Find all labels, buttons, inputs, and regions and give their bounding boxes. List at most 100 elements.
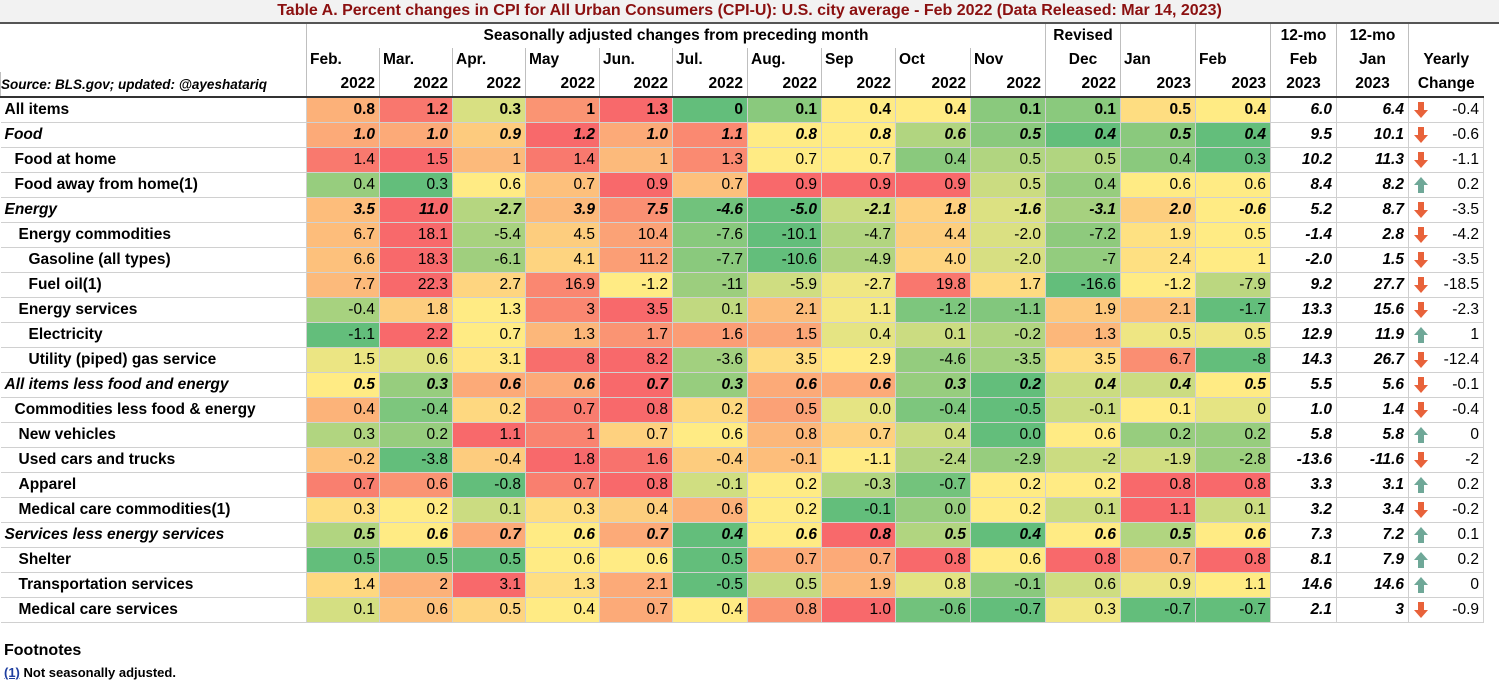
yearly-change-value: 0 [1470, 426, 1479, 443]
monthly-cell: 0.9 [895, 172, 971, 198]
monthly-cell: 0.2 [379, 422, 453, 448]
monthly-cell: 1.9 [1045, 297, 1121, 323]
monthly-cell: 0.4 [821, 96, 896, 123]
table-row: All items 0.8 1.2 0.3 1 1.3 0 0.1 0.4 0.4 0.1 0.1 0.… [0, 96, 1484, 123]
monthly-cell: -0.4 [672, 447, 748, 473]
monthly-cell: 0.2 [970, 497, 1046, 523]
group-header: Seasonally adjusted changes from precedi… [306, 24, 1046, 48]
monthly-cell: 0.5 [306, 547, 380, 573]
monthly-cell: 0.3 [379, 372, 453, 398]
monthly-cell: -1.2 [599, 272, 673, 298]
yearly-change-value: -0.4 [1452, 401, 1479, 418]
monthly-cell: 11.2 [599, 247, 673, 273]
monthly-cell: 1.6 [672, 322, 748, 348]
mo12-jan-cell: 5.8 [1336, 422, 1409, 448]
row-label: Energy commodities [0, 222, 307, 248]
monthly-cell: 1.3 [672, 147, 748, 173]
monthly-cell: 0.2 [970, 372, 1046, 398]
monthly-cell: 2.1 [1120, 297, 1196, 323]
yearly-change-cell: -4.2 [1408, 222, 1484, 248]
monthly-cell: -0.4 [452, 447, 526, 473]
year-header: 2022 [672, 72, 748, 97]
monthly-cell: 0.4 [1195, 96, 1271, 123]
monthly-cell: 0.1 [452, 497, 526, 523]
monthly-cell: -0.6 [895, 597, 971, 623]
monthly-cell: 0.6 [379, 472, 453, 498]
monthly-cell: 0.5 [306, 522, 380, 548]
monthly-cell: 0.4 [1045, 372, 1121, 398]
monthly-cell: 7.5 [599, 197, 673, 223]
monthly-cell: 0.5 [672, 547, 748, 573]
monthly-cell: 0.2 [747, 472, 822, 498]
monthly-cell: 1.9 [821, 572, 896, 598]
mo12-jan-cell: 27.7 [1336, 272, 1409, 298]
monthly-cell: 0.6 [379, 522, 453, 548]
monthly-cell: 0.5 [1045, 147, 1121, 173]
monthly-cell: 3.5 [747, 347, 822, 373]
monthly-cell: 1.3 [452, 297, 526, 323]
row-label: Energy services [0, 297, 307, 323]
monthly-cell: -4.9 [821, 247, 896, 273]
arrow-up-icon [1414, 552, 1428, 568]
monthly-cell: 16.9 [525, 272, 600, 298]
monthly-cell: 0.1 [306, 597, 380, 623]
yearly-change-value: -12.4 [1443, 351, 1479, 368]
row-label: Medical care services [0, 597, 307, 623]
monthly-cell: -1.2 [895, 297, 971, 323]
row-label: Energy [0, 197, 307, 223]
monthly-cell: -0.1 [821, 497, 896, 523]
monthly-cell: -2.0 [970, 222, 1046, 248]
monthly-cell: 0.3 [1045, 597, 1121, 623]
monthly-cell: 4.5 [525, 222, 600, 248]
monthly-cell: -16.6 [1045, 272, 1121, 298]
monthly-cell: 1.3 [599, 96, 673, 123]
mo12-jan-cell: 3 [1336, 597, 1409, 623]
monthly-cell: 0.1 [895, 322, 971, 348]
header-row-1: Seasonally adjusted changes from precedi… [0, 24, 1484, 48]
monthly-cell: 1.1 [452, 422, 526, 448]
monthly-cell: 0.4 [672, 522, 748, 548]
monthly-cell: 18.1 [379, 222, 453, 248]
monthly-cell: 1.3 [525, 572, 600, 598]
mo12-jan-cell: 5.6 [1336, 372, 1409, 398]
monthly-cell: 0.0 [821, 397, 896, 423]
monthly-cell: 0.8 [747, 597, 822, 623]
yearly-change-cell: 0 [1408, 422, 1484, 448]
monthly-cell: 0.0 [895, 497, 971, 523]
monthly-cell: 0.6 [525, 547, 600, 573]
header-row-2: Feb. Mar. Apr. May Jun. Jul. Aug. Sep Oct Nov Dec J… [0, 48, 1484, 72]
monthly-cell: 2.0 [1120, 197, 1196, 223]
monthly-cell: 0.5 [970, 172, 1046, 198]
row-label: Used cars and trucks [0, 447, 307, 473]
revised-month-header: Dec [1045, 48, 1121, 72]
yearly-change-cell: -0.6 [1408, 122, 1484, 148]
mo12-feb-label: 12-mo [1270, 24, 1337, 48]
monthly-cell: 0.7 [452, 322, 526, 348]
monthly-cell: -0.1 [970, 572, 1046, 598]
mo12-jan-cell: 3.1 [1336, 472, 1409, 498]
year-header: 2022 [525, 72, 600, 97]
footnote-ref-link[interactable]: (1) [4, 665, 20, 680]
monthly-cell: 0.6 [379, 597, 453, 623]
month-header: Nov [970, 48, 1046, 72]
mo12-feb-cell: 3.3 [1270, 472, 1337, 498]
monthly-cell: 0.4 [895, 147, 971, 173]
yearly-change-cell: -0.1 [1408, 372, 1484, 398]
monthly-cell: 3.9 [525, 197, 600, 223]
arrow-down-icon [1414, 127, 1428, 143]
monthly-cell: 1.8 [895, 197, 971, 223]
monthly-cell: 0.7 [599, 522, 673, 548]
monthly-cell: 0.1 [747, 96, 822, 123]
monthly-cell: -0.7 [970, 597, 1046, 623]
mo12-feb-year: 2023 [1270, 72, 1337, 97]
monthly-cell: 3.1 [452, 572, 526, 598]
monthly-cell: 0.8 [1120, 472, 1196, 498]
monthly-cell: 1.3 [525, 322, 600, 348]
monthly-cell: -5.4 [452, 222, 526, 248]
feb-year-header: 2023 [1195, 72, 1271, 97]
monthly-cell: 1 [525, 96, 600, 123]
monthly-cell: 6.6 [306, 247, 380, 273]
monthly-cell: 19.8 [895, 272, 971, 298]
monthly-cell: -5.9 [747, 272, 822, 298]
monthly-cell: 1.2 [525, 122, 600, 148]
